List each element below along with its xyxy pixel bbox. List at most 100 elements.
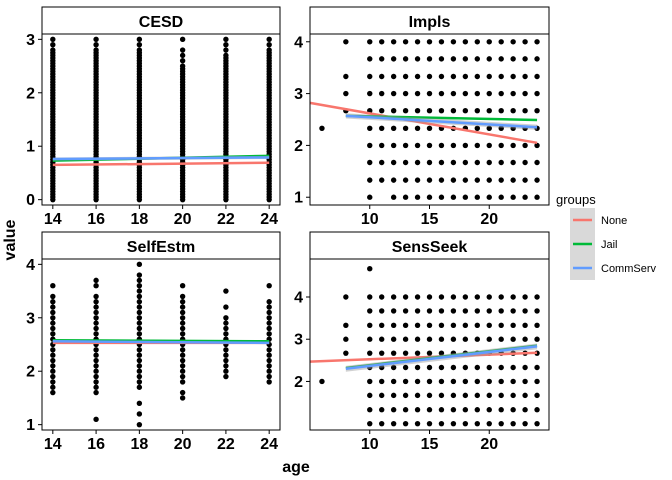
y-tick-label: 3 [26,310,35,327]
data-point [462,378,469,385]
data-point [498,73,504,80]
data-point [367,73,373,80]
data-point [498,407,504,413]
data-point [414,90,421,97]
data-point [486,407,492,413]
data-point [426,107,433,114]
data-point [319,125,325,132]
x-tick-label: 24 [260,211,278,228]
data-point [223,288,229,294]
data-point [93,368,99,374]
data-point [534,194,540,200]
data-point [223,373,229,380]
data-point [462,336,469,342]
data-point [93,293,99,300]
data-point [426,407,433,413]
data-point [402,294,409,300]
x-tick-label: 20 [480,436,498,453]
data-point [50,309,56,316]
x-tick-label: 16 [87,211,105,228]
data-point [179,283,186,289]
data-point [510,392,516,399]
data-point [402,90,409,97]
data-point [486,177,492,183]
data-point [534,56,540,62]
data-point [510,294,516,300]
data-point [379,56,385,62]
data-point [534,294,540,300]
data-point [266,41,272,48]
data-point [462,142,469,149]
data-point [367,392,373,399]
data-point [379,39,385,45]
y-tick-label: 4 [26,257,35,274]
data-point [93,379,99,385]
x-tick-label: 15 [421,211,439,228]
data-point [438,142,445,149]
data-point [414,378,421,385]
data-point [498,194,504,200]
data-point [367,177,373,183]
data-point [498,322,504,328]
data-point [179,52,186,59]
data-point [522,159,528,166]
data-point [414,107,421,114]
data-point [343,39,349,45]
data-point [522,56,528,62]
data-point [462,392,469,399]
data-point [367,308,373,314]
data-point [498,177,504,183]
data-point [462,294,469,300]
y-tick-label: 4 [294,290,303,307]
data-point [474,378,480,385]
data-point [319,378,325,385]
data-point [462,322,469,328]
data-point [343,336,349,342]
x-tick-label: 22 [217,436,235,453]
data-point [426,125,433,132]
fit-line-commserv [52,156,270,161]
data-point [136,304,143,310]
data-point [179,357,186,364]
data-point [474,420,480,427]
data-point [136,325,143,332]
data-point [498,420,504,427]
data-point [390,90,397,97]
data-point [266,320,272,326]
data-point [498,364,504,371]
data-point [379,142,385,149]
data-point [402,39,409,45]
x-tick-label: 18 [130,211,148,228]
data-point [136,47,143,53]
data-point [414,142,421,149]
data-point [534,420,540,427]
data-point [522,294,528,300]
data-point [136,347,143,353]
data-point [367,142,373,149]
data-point [498,336,504,342]
data-point [414,322,421,328]
data-point [510,407,516,413]
y-tick-label: 2 [294,374,303,391]
data-point [136,363,143,369]
data-point [266,304,272,310]
data-point [179,331,186,337]
data-point [438,107,445,114]
data-point [522,107,528,114]
data-point [367,125,373,132]
data-point [474,90,480,97]
data-point [534,159,540,166]
data-point [438,177,445,183]
data-point [390,159,397,166]
panel-impls: Impls 10 15 20 1 2 3 4 [294,6,550,228]
data-point [93,47,99,53]
data-point [450,308,457,314]
data-point [93,363,99,369]
data-point [450,142,457,149]
data-point [438,392,445,399]
data-point [462,420,469,427]
data-point [390,56,397,62]
data-point [179,368,186,374]
legend-label-commserv: CommServ [601,263,657,275]
data-point [402,350,409,356]
